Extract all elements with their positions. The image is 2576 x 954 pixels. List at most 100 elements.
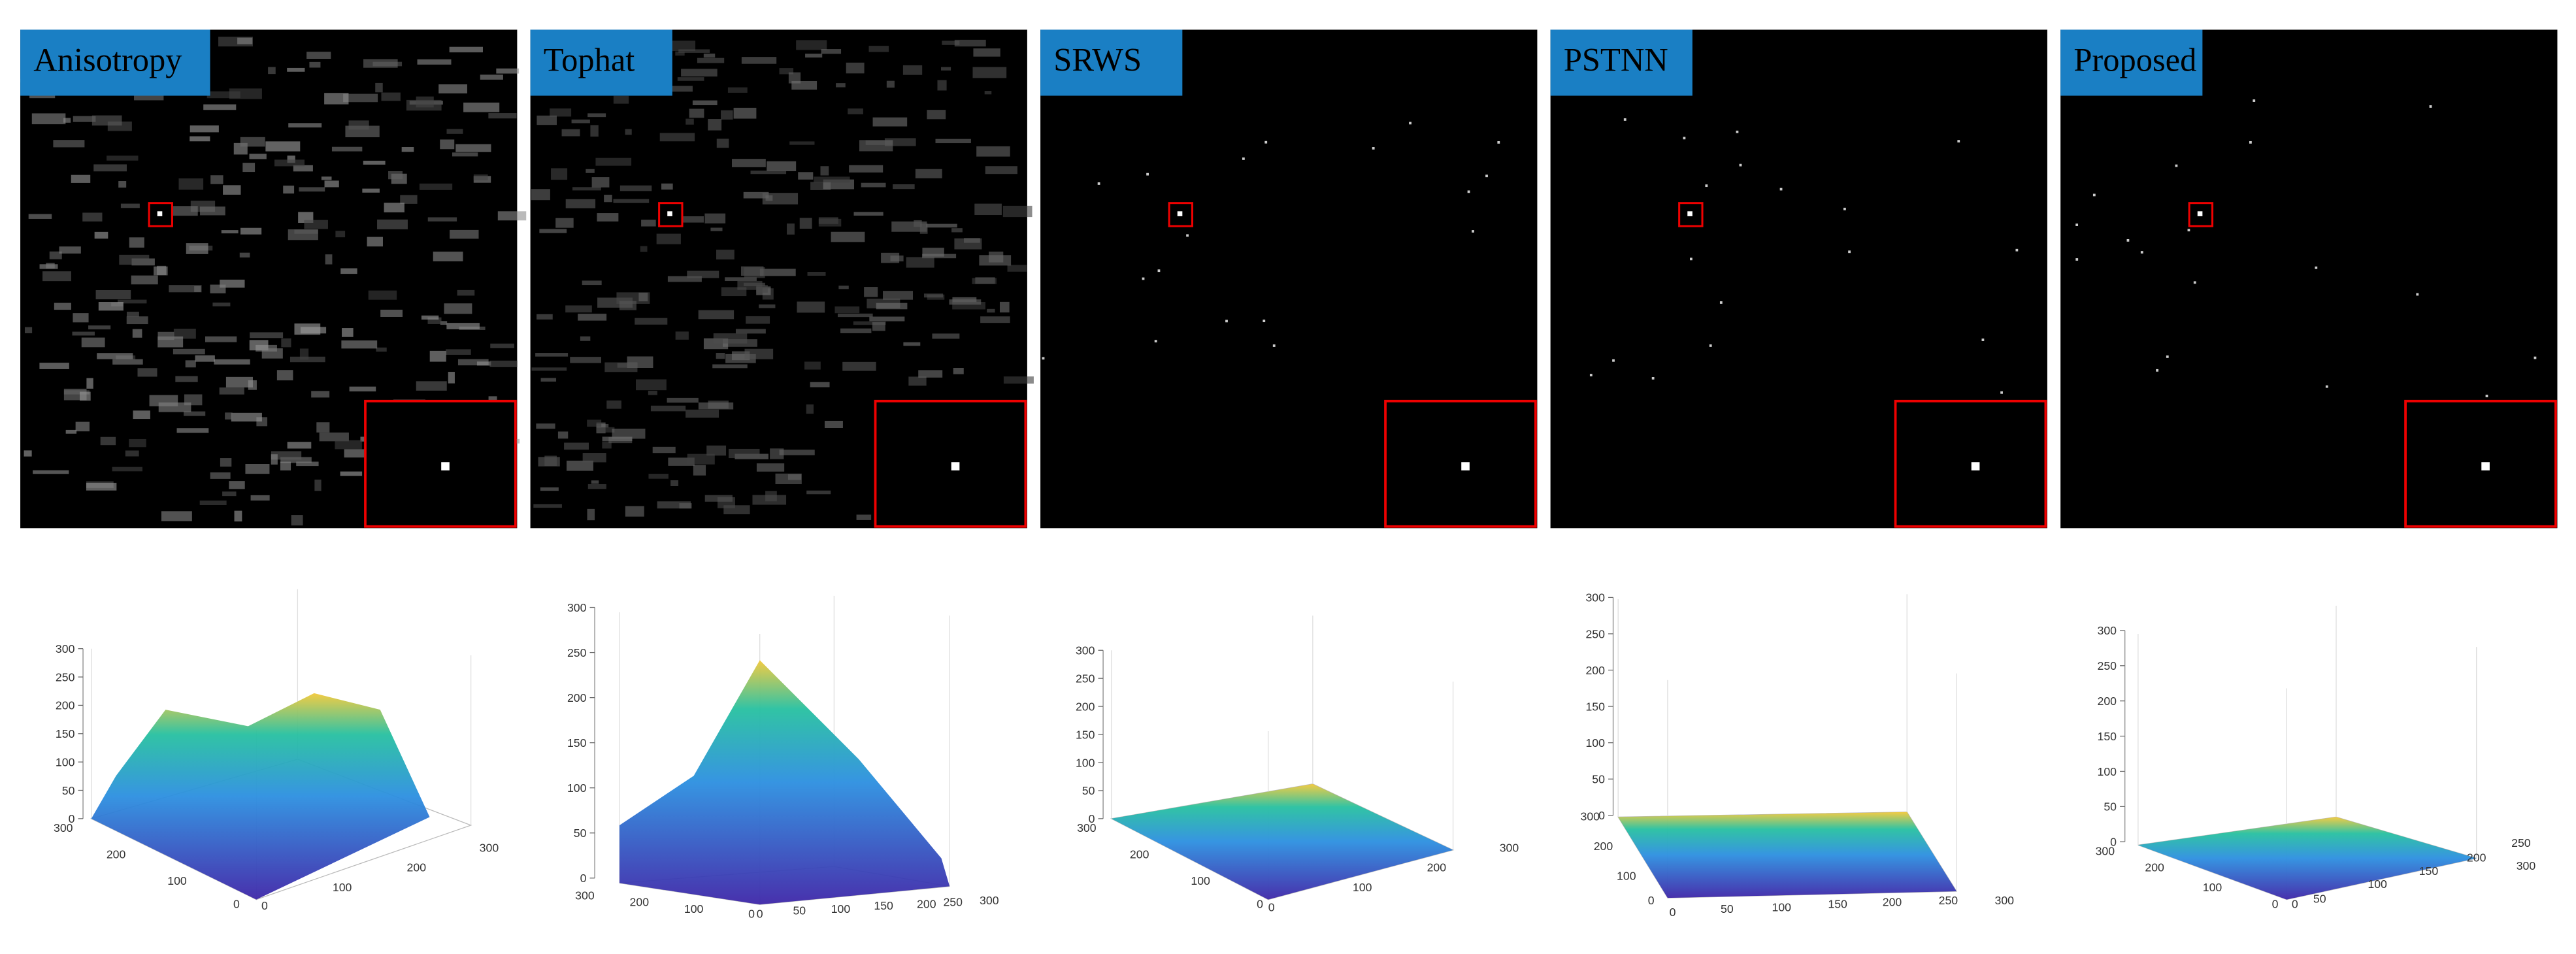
texture [249, 154, 267, 159]
zoom-inset [874, 399, 1027, 528]
texture [59, 246, 81, 254]
texture [840, 328, 872, 333]
texture [923, 293, 944, 298]
texture [33, 470, 69, 474]
texture [908, 376, 927, 386]
x-tick-label: 150 [874, 899, 893, 912]
texture [245, 463, 270, 474]
zoom-inset [1384, 399, 1537, 528]
z-tick-label: 250 [1585, 627, 1605, 640]
texture [476, 361, 491, 366]
speck [2187, 229, 2190, 232]
texture [799, 218, 812, 229]
speck [2429, 105, 2432, 108]
texture [635, 318, 668, 325]
texture [667, 397, 699, 403]
texture [752, 495, 787, 505]
speck [1612, 359, 1615, 362]
texture [922, 248, 944, 257]
speck [1683, 137, 1686, 140]
texture [274, 159, 305, 167]
speck [2000, 391, 2003, 394]
texture [744, 348, 774, 359]
x-tick-label: 100 [333, 881, 352, 894]
target-box [1168, 202, 1194, 227]
texture [606, 400, 621, 409]
z-tick-label: 50 [62, 784, 75, 797]
zoom-target [1971, 462, 1980, 470]
speck [2325, 385, 2328, 388]
texture [239, 252, 250, 258]
texture [725, 277, 757, 282]
texture [544, 455, 557, 467]
x-tick-label: 150 [2419, 864, 2439, 878]
zoom-target [1461, 462, 1470, 470]
texture [86, 378, 93, 389]
x-tick-label: 250 [2511, 836, 2531, 849]
target-box [1678, 202, 1704, 227]
x-tick-label: 0 [1268, 900, 1275, 913]
x-tick-label: 200 [1883, 896, 1902, 909]
speck [1154, 340, 1157, 343]
texture [283, 186, 295, 194]
texture [73, 313, 89, 323]
z-tick-label: 0 [1598, 809, 1605, 822]
texture [417, 59, 452, 65]
texture [331, 146, 363, 152]
texture [118, 299, 147, 304]
texture [362, 188, 380, 193]
texture [157, 331, 174, 340]
texture [831, 231, 865, 242]
texture [82, 212, 103, 222]
texture [693, 465, 706, 476]
texture [133, 410, 150, 419]
z-tick-label: 200 [56, 699, 75, 712]
texture [861, 182, 886, 188]
texture [240, 227, 262, 235]
surface [1618, 812, 1957, 898]
texture [381, 92, 401, 101]
texture [678, 49, 710, 53]
label-box [1550, 29, 1693, 96]
speck [1981, 338, 1985, 341]
speck [1709, 344, 1712, 347]
texture [88, 325, 111, 330]
texture [537, 314, 553, 320]
texture [704, 213, 726, 223]
texture [572, 187, 601, 191]
texture [868, 46, 889, 52]
texture [31, 113, 66, 125]
speck [1497, 141, 1500, 144]
texture [368, 290, 397, 300]
texture [704, 495, 733, 502]
speck [1736, 130, 1739, 133]
texture [438, 84, 467, 93]
texture [212, 303, 231, 306]
texture [126, 316, 148, 325]
speck [1372, 147, 1375, 150]
zoom-inset [2404, 399, 2557, 528]
x-tick-label: 200 [1427, 861, 1447, 874]
z-tick-label: 200 [2098, 695, 2117, 708]
texture [448, 372, 455, 384]
texture [893, 184, 915, 189]
texture [97, 353, 133, 359]
speck [2015, 248, 2019, 252]
texture [79, 391, 91, 401]
texture [271, 451, 302, 460]
panel-label: Tophat [544, 42, 635, 78]
texture [810, 382, 830, 387]
texture [200, 206, 225, 216]
texture [340, 471, 363, 476]
texture [869, 316, 905, 321]
speck [1263, 320, 1266, 323]
texture [973, 48, 1000, 57]
target-dot [157, 211, 163, 216]
texture [602, 441, 612, 449]
target-dot [1687, 211, 1693, 216]
texture [612, 428, 646, 439]
texture [94, 231, 108, 239]
y-tick-label: 100 [1191, 874, 1210, 887]
target-dot [667, 211, 672, 216]
